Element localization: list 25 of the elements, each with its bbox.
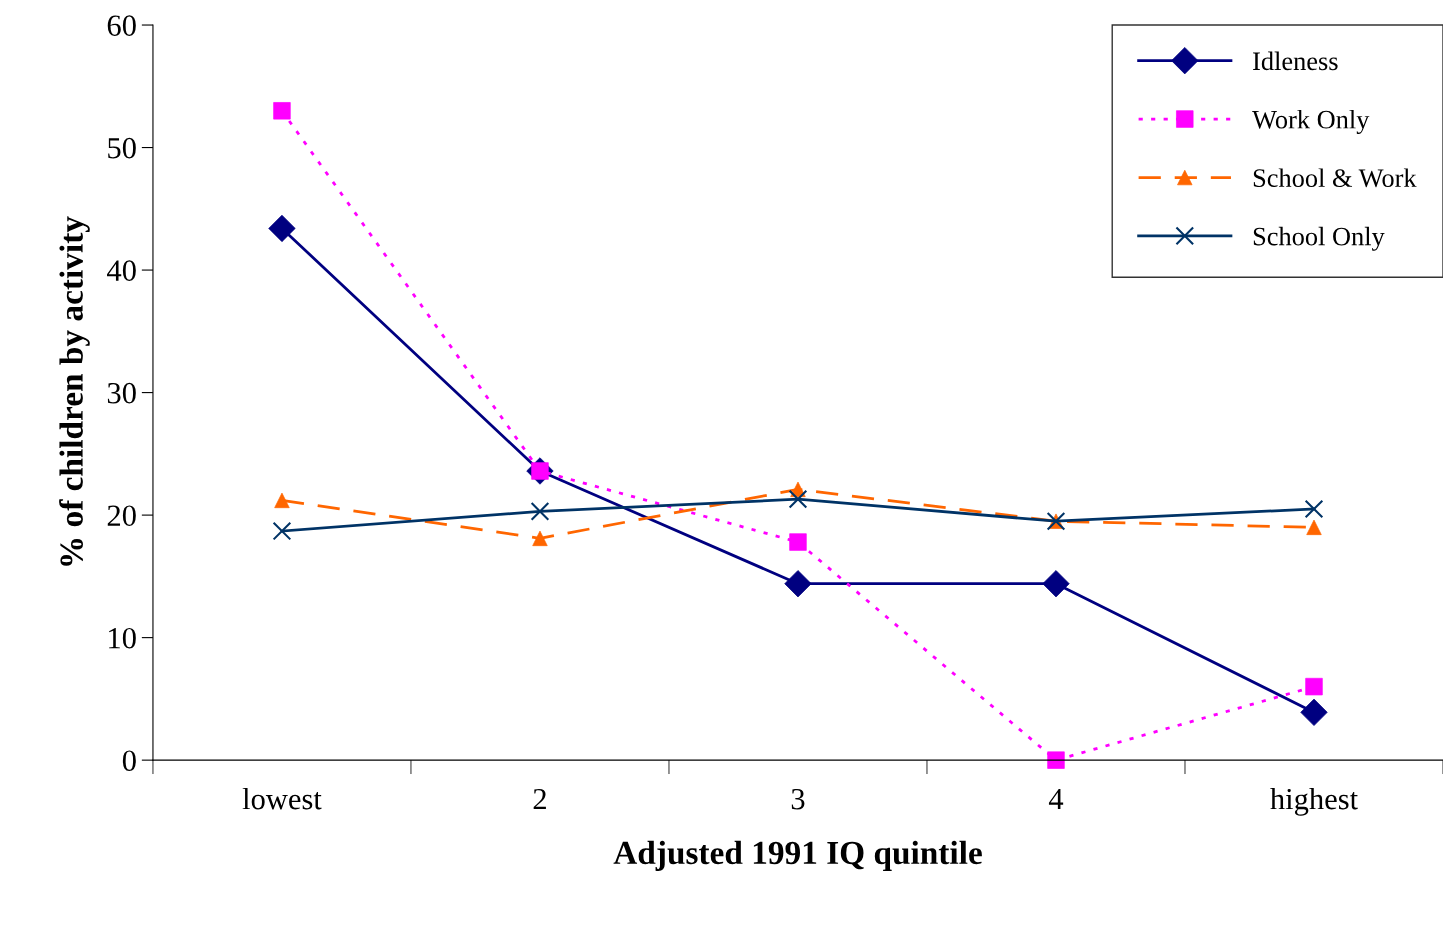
legend-label: Work Only bbox=[1252, 109, 1370, 134]
y-tick-label: 0 bbox=[122, 750, 136, 772]
y-tick-label: 50 bbox=[108, 137, 136, 159]
y-tick-label: 60 bbox=[107, 15, 136, 36]
x-tick-label: 4 bbox=[1048, 789, 1064, 810]
x-tick-label: 2 bbox=[533, 788, 546, 810]
y-tick-label: 40 bbox=[107, 260, 136, 281]
point bbox=[274, 492, 290, 509]
point bbox=[1304, 499, 1324, 519]
point bbox=[788, 489, 808, 509]
x-axis-title: Adjusted 1991 IQ quintile bbox=[613, 840, 982, 871]
legend-label: Idleness bbox=[1253, 51, 1338, 71]
legend-label: School Only bbox=[1253, 226, 1385, 251]
point bbox=[1305, 677, 1323, 696]
point bbox=[532, 530, 548, 547]
y-axis-title: % of children by activity bbox=[59, 216, 90, 566]
y-tick-label: 20 bbox=[107, 505, 136, 527]
x-tick-label: lowest bbox=[242, 787, 322, 810]
x-tick-label: highest bbox=[1270, 787, 1358, 816]
legend-label: School & Work bbox=[1253, 168, 1417, 188]
point bbox=[530, 502, 550, 521]
x-tick-label: 3 bbox=[791, 788, 805, 810]
y-tick-label: 10 bbox=[109, 627, 136, 649]
y-tick-label: 30 bbox=[107, 382, 136, 404]
point bbox=[272, 521, 292, 541]
